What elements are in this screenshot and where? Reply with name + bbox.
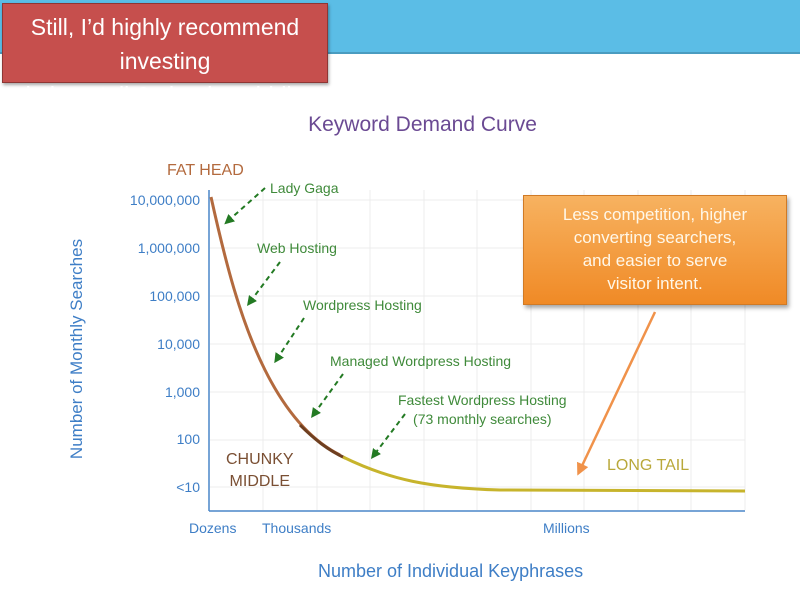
annotation-wordpress-hosting: Wordpress Hosting <box>303 297 422 313</box>
annotation-fastest-line-2: (73 monthly searches) <box>413 411 552 427</box>
y-tick: 100 <box>176 431 200 447</box>
annotation-fastest-line-1: Fastest Wordpress Hosting <box>398 392 567 408</box>
annotation-fastest-wordpress-hosting: Fastest Wordpress Hosting (73 monthly se… <box>398 391 567 429</box>
callout-line-4: visitor intent. <box>607 274 703 293</box>
annotation-arrows <box>224 187 406 459</box>
annotation-web-hosting: Web Hosting <box>257 240 337 256</box>
callout-line-3: and easier to serve <box>582 251 728 270</box>
callout-line-2: converting searchers, <box>573 228 737 247</box>
chunky-middle-curve <box>298 423 346 460</box>
y-tick: 10,000,000 <box>129 192 200 208</box>
y-tick: 1,000 <box>164 384 200 400</box>
callout-arrow <box>577 311 657 476</box>
headline-box: Still, I’d highly recommend investing in… <box>2 3 328 142</box>
chunky-middle-label: CHUNKY MIDDLE <box>226 449 294 493</box>
y-tick: <10 <box>176 479 200 495</box>
y-tick: 10,000 <box>157 336 200 352</box>
chart-title: Keyword Demand Curve <box>308 113 537 136</box>
annotation-managed-wordpress-hosting: Managed Wordpress Hosting <box>330 353 512 369</box>
y-axis-label: Number of Monthly Searches <box>67 238 86 460</box>
chunky-line-1: CHUNKY <box>226 451 294 468</box>
y-tick: 100,000 <box>149 288 200 304</box>
fat-head-label: FAT HEAD <box>167 162 244 179</box>
callout-line-1: Less competition, higher <box>562 205 748 224</box>
chunky-line-2: MIDDLE <box>229 473 290 490</box>
headline-line-2: in long tail & chunky middle SEO <box>25 82 305 142</box>
fat-head-curve <box>209 196 341 457</box>
long-tail-curve <box>342 455 746 493</box>
y-tick: 1,000,000 <box>137 240 200 256</box>
x-tick: Thousands <box>262 520 332 536</box>
x-tick: Dozens <box>189 520 237 536</box>
annotation-lady-gaga: Lady Gaga <box>270 180 339 196</box>
long-tail-label: LONG TAIL <box>607 457 690 474</box>
x-axis-label: Number of Individual Keyphrases <box>318 561 584 581</box>
x-tick: Millions <box>543 520 590 536</box>
headline-line-1: Still, I’d highly recommend investing <box>30 14 300 74</box>
callout-box: Less competition, higher converting sear… <box>523 195 787 305</box>
